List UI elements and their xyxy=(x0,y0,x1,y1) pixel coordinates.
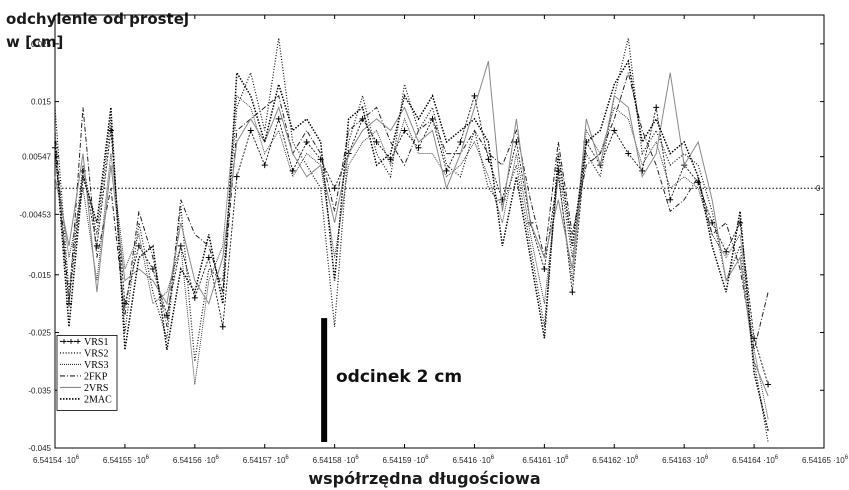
zero-label: 0 xyxy=(816,184,821,193)
scale-bar xyxy=(321,318,328,442)
data-point-vrs1 xyxy=(569,289,576,296)
data-point-vrs1 xyxy=(625,150,632,157)
data-point-vrs1 xyxy=(695,179,702,186)
data-point-vrs1 xyxy=(415,144,422,151)
x-tick-label: 6.5416 ·106 xyxy=(452,455,494,465)
plot-frame xyxy=(54,14,825,449)
data-point-vrs1 xyxy=(513,139,520,146)
series-line-2mac xyxy=(54,59,769,431)
y-tick-label: -0.035 xyxy=(28,386,51,395)
legend-label-2vrs: 2VRS xyxy=(84,383,108,394)
data-point-vrs1 xyxy=(219,323,226,330)
series-line-vrs2 xyxy=(54,37,769,443)
legend-box xyxy=(56,335,118,411)
series-line-2vrs xyxy=(54,61,769,397)
data-point-vrs1 xyxy=(471,92,478,99)
legend-label-2fkp: 2FKP xyxy=(84,371,108,382)
data-point-vrs1 xyxy=(191,294,198,301)
data-point-vrs1 xyxy=(107,127,114,134)
legend-label-vrs2: VRS2 xyxy=(84,348,108,359)
y-tick-label: 0.025 xyxy=(31,40,52,49)
y-tick-label: -0.00453 xyxy=(19,210,51,219)
data-point-vrs1 xyxy=(457,139,464,146)
legend-label-2mac: 2MAC xyxy=(84,394,112,405)
data-point-vrs1 xyxy=(373,139,380,146)
data-point-vrs1 xyxy=(737,219,744,226)
x-tick-label: 6.54165 ·106 xyxy=(802,455,849,465)
y-tick-label: -0.025 xyxy=(28,329,51,338)
x-tick-label: 6.54156 ·106 xyxy=(173,455,220,465)
legend-marker xyxy=(61,338,67,344)
series-line-vrs1 xyxy=(54,94,769,385)
data-point-vrs1 xyxy=(667,196,674,203)
y-tick-label: -0.045 xyxy=(28,444,51,453)
legend-label-vrs3: VRS3 xyxy=(84,360,108,371)
x-tick-label: 6.54155 ·106 xyxy=(103,455,150,465)
scale-annotation: odcinek 2 cm xyxy=(336,367,462,387)
data-point-vrs1 xyxy=(317,156,324,163)
data-point-vrs1 xyxy=(401,127,408,134)
data-point-vrs1 xyxy=(177,242,184,249)
x-tick-label: 6.54157 ·106 xyxy=(243,455,290,465)
data-point-vrs1 xyxy=(709,219,716,226)
y-tick-label: 0.015 xyxy=(31,98,52,107)
data-point-vrs1 xyxy=(331,185,338,192)
data-point-vrs1 xyxy=(233,173,240,180)
y-axis-title-line2: w [cm] xyxy=(6,33,64,51)
x-axis-title: współrzędna długościowa xyxy=(308,469,541,488)
data-point-vrs1 xyxy=(289,167,296,174)
data-point-vrs1 xyxy=(541,266,548,273)
legend-label-vrs1: VRS1 xyxy=(84,337,108,348)
x-tick-label: 6.54158 ·106 xyxy=(313,455,360,465)
data-point-vrs1 xyxy=(443,167,450,174)
x-tick-label: 6.54164 ·106 xyxy=(732,455,779,465)
data-point-vrs1 xyxy=(303,139,310,146)
y-tick-label: 0.00547 xyxy=(22,153,51,162)
x-tick-label: 6.54161 ·106 xyxy=(522,455,569,465)
data-point-vrs1 xyxy=(765,381,772,388)
data-point-vrs1 xyxy=(723,248,730,255)
x-tick-label: 6.54162 ·106 xyxy=(592,455,639,465)
legend-marker xyxy=(75,338,81,344)
data-point-vrs1 xyxy=(275,115,282,122)
x-tick-label: 6.54159 ·106 xyxy=(383,455,430,465)
data-point-vrs1 xyxy=(247,127,254,134)
y-tick-label: -0.015 xyxy=(28,271,51,280)
data-point-vrs1 xyxy=(205,254,212,261)
data-point-vrs1 xyxy=(639,167,646,174)
data-point-vrs1 xyxy=(653,104,660,111)
x-tick-label: 6.54163 ·106 xyxy=(662,455,709,465)
x-tick-label: 6.54154 ·106 xyxy=(33,455,80,465)
legend-marker xyxy=(68,338,74,344)
data-point-vrs1 xyxy=(261,162,268,169)
data-point-vrs1 xyxy=(611,127,618,134)
